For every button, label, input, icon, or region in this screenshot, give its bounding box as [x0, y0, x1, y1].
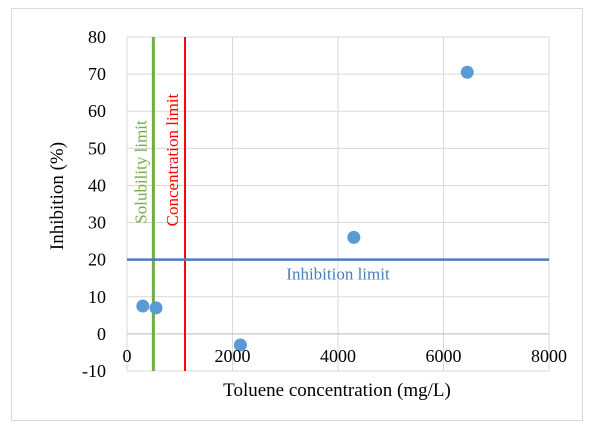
- y-tick-label: -10: [82, 361, 106, 381]
- data-point: [233, 338, 247, 352]
- y-tick-label: 10: [88, 287, 106, 307]
- data-point: [347, 230, 361, 244]
- x-tick-label: 6000: [426, 346, 462, 366]
- x-tick-label: 0: [123, 346, 132, 366]
- y-tick-label: 20: [88, 250, 106, 270]
- y-tick-label: 0: [97, 324, 106, 344]
- y-tick-label: 80: [88, 27, 106, 47]
- reference-lines: Solubility limit Concentration limit Inhib…: [127, 37, 549, 371]
- y-tick-label: 70: [88, 64, 106, 84]
- y-tick-labels: -10 0 10 20 30 40 50 60 70 80: [82, 27, 106, 381]
- y-tick-label: 30: [88, 213, 106, 233]
- grid-lines: [126, 36, 550, 372]
- x-tick-label: 8000: [531, 346, 567, 366]
- chart-frame: [11, 8, 583, 421]
- data-point: [460, 65, 474, 79]
- x-tick-labels: 0 2000 4000 6000 8000: [123, 346, 568, 366]
- reference-line-label: Inhibition limit: [286, 265, 390, 284]
- data-point: [136, 299, 150, 313]
- y-axis-title: Inhibition (%): [47, 142, 68, 250]
- x-tick-label: 4000: [320, 346, 356, 366]
- x-axis-title: Toluene concentration (mg/L): [223, 380, 451, 401]
- y-tick-label: 40: [88, 175, 106, 195]
- data-point: [149, 301, 163, 315]
- reference-line-label: Concentration limit: [163, 93, 182, 226]
- reference-line-label: Solubility limit: [131, 120, 150, 224]
- y-tick-label: 50: [88, 138, 106, 158]
- x-tick-label: 2000: [215, 346, 251, 366]
- data-points: [136, 65, 474, 352]
- y-tick-label: 60: [88, 101, 106, 121]
